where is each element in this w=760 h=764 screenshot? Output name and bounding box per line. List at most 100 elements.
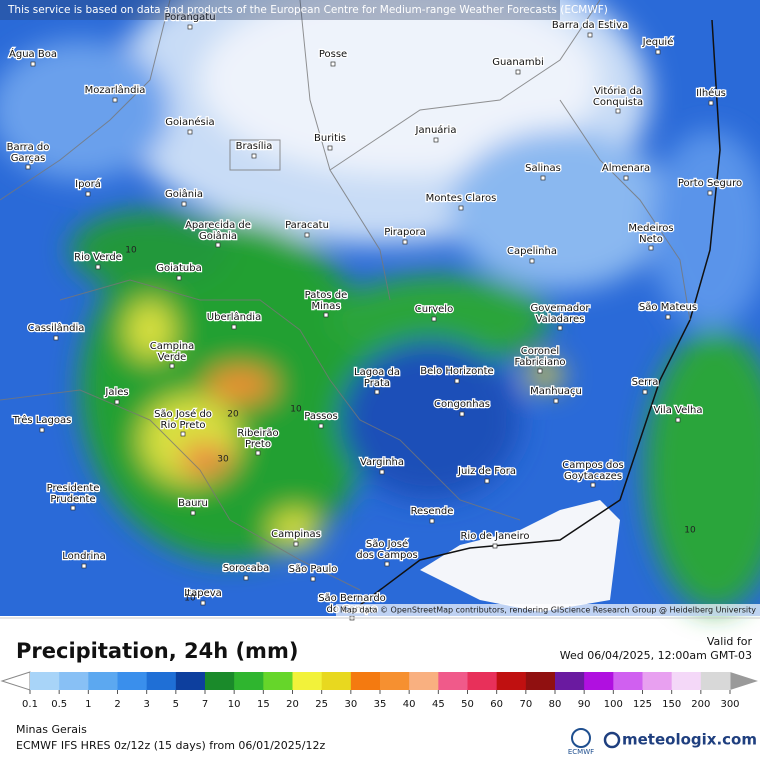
- city-marker: [53, 335, 59, 341]
- city-label: Guanambi: [492, 57, 544, 68]
- city-marker: [553, 398, 559, 404]
- city-label: Congonhas: [434, 399, 490, 410]
- scale-swatch: [700, 672, 731, 690]
- city-marker: [25, 164, 31, 170]
- ecmwf-text: ECMWF: [568, 748, 594, 756]
- city-label: Passos: [304, 411, 337, 422]
- scale-swatch: [496, 672, 527, 690]
- city-label: Bauru: [178, 498, 208, 509]
- city-label: Manhuaçu: [530, 386, 582, 397]
- scale-swatch: [350, 672, 381, 690]
- scale-tick-label: 125: [633, 699, 652, 710]
- city-marker: [323, 312, 329, 318]
- contour-label: 10: [684, 526, 696, 536]
- city-marker: [293, 541, 299, 547]
- city-label: Pirapora: [384, 227, 426, 238]
- scale-tick-label: 300: [720, 699, 739, 710]
- scale-swatch: [146, 672, 177, 690]
- city-label: Medeiros Neto: [628, 223, 673, 245]
- ecmwf-logo: ECMWF: [568, 728, 594, 756]
- scale-tick-label: 30: [344, 699, 357, 710]
- city-label: Patos de Minas: [305, 290, 348, 312]
- city-label: Campina Verde: [150, 341, 194, 363]
- brand[interactable]: meteologix.com: [622, 731, 757, 749]
- city-marker: [515, 69, 521, 75]
- city-label: Ilhéus: [696, 87, 726, 99]
- scale-swatch: [175, 672, 206, 690]
- city-marker: [180, 431, 186, 437]
- scale-tick-label: 40: [403, 699, 416, 710]
- scale-tick-label: 45: [432, 699, 445, 710]
- city-marker: [433, 137, 439, 143]
- scale-tick-label: 3: [143, 699, 149, 710]
- city-marker: [590, 482, 596, 488]
- city-label: Jequié: [642, 36, 674, 48]
- city-label: Januária: [415, 124, 457, 136]
- city-label: Buritis: [314, 133, 346, 144]
- city-marker: [615, 108, 621, 114]
- notice: This service is based on data and produc…: [7, 4, 608, 16]
- city-marker: [707, 190, 713, 196]
- scale-tick-label: 35: [374, 699, 387, 710]
- scale-tick-label: 70: [519, 699, 532, 710]
- city-marker: [623, 175, 629, 181]
- city-marker: [431, 316, 437, 322]
- city-marker: [255, 450, 261, 456]
- city-label: Londrina: [62, 551, 106, 562]
- city-marker: [708, 100, 714, 106]
- city-marker: [675, 417, 681, 423]
- city-label: Itapeva: [184, 588, 222, 599]
- city-label: Salinas: [525, 163, 561, 174]
- valid-label: Valid for: [707, 635, 753, 648]
- city-marker: [458, 205, 464, 211]
- city-marker: [459, 411, 465, 417]
- city-label: Serra: [632, 377, 659, 388]
- city-marker: [429, 518, 435, 524]
- city-label: Barra da Estiva: [552, 20, 628, 31]
- city-label: Aparecida de Goiânia: [185, 220, 251, 242]
- color-scale: 0.1 0.5 1 2 3 5 7 10 15 20 25 30 35 40 45 50 60 70 80 90 100…: [0, 671, 758, 710]
- scale-swatch: [555, 672, 585, 690]
- scale-tick-label: 80: [549, 699, 562, 710]
- city-marker: [243, 575, 249, 581]
- city-label: Campos dos Goytacazes: [562, 460, 623, 482]
- scale-tick-label: 7: [202, 699, 208, 710]
- city-label: Juiz de Fora: [457, 466, 516, 477]
- city-label: Sorocaba: [223, 563, 270, 574]
- scale-tick-label: 50: [461, 699, 474, 710]
- city-marker: [310, 576, 316, 582]
- scale-swatch: [292, 672, 323, 690]
- city-marker: [648, 245, 654, 251]
- scale-swatch: [467, 672, 498, 690]
- city-marker: [492, 543, 498, 549]
- city-label: Belo Horizonte: [420, 366, 493, 377]
- city-label: Porangatu: [164, 12, 215, 23]
- city-marker: [200, 600, 206, 606]
- attribution: Map data © OpenStreetMap contributors, r…: [340, 606, 756, 615]
- scale-tick-label: 15: [257, 699, 270, 710]
- city-label: Presidente Prudente: [47, 483, 100, 505]
- city-marker: [304, 232, 310, 238]
- city-label: São José do Rio Preto: [154, 408, 212, 431]
- city-label: Capelinha: [507, 246, 557, 257]
- city-marker: [557, 325, 563, 331]
- scale-tick-label: 90: [578, 699, 591, 710]
- city-label: Campinas: [271, 529, 321, 540]
- scale-tick-label: 5: [173, 699, 179, 710]
- scale-swatch: [321, 672, 352, 690]
- city-marker: [70, 505, 76, 511]
- city-marker: [540, 175, 546, 181]
- city-marker: [85, 191, 91, 197]
- city-marker: [587, 32, 593, 38]
- contour-label: 30: [217, 455, 229, 465]
- city-label: Rio Verde: [74, 252, 122, 263]
- scale-swatch: [234, 672, 264, 690]
- map: Porangatu Barra da Estiva Jequié Água Boa Po…: [0, 0, 760, 621]
- city-label: São Paulo: [289, 564, 338, 575]
- city-marker: [330, 61, 336, 67]
- city-marker: [384, 561, 390, 567]
- city-marker: [484, 478, 490, 484]
- city-marker: [318, 423, 324, 429]
- city-label: Almenara: [602, 163, 650, 174]
